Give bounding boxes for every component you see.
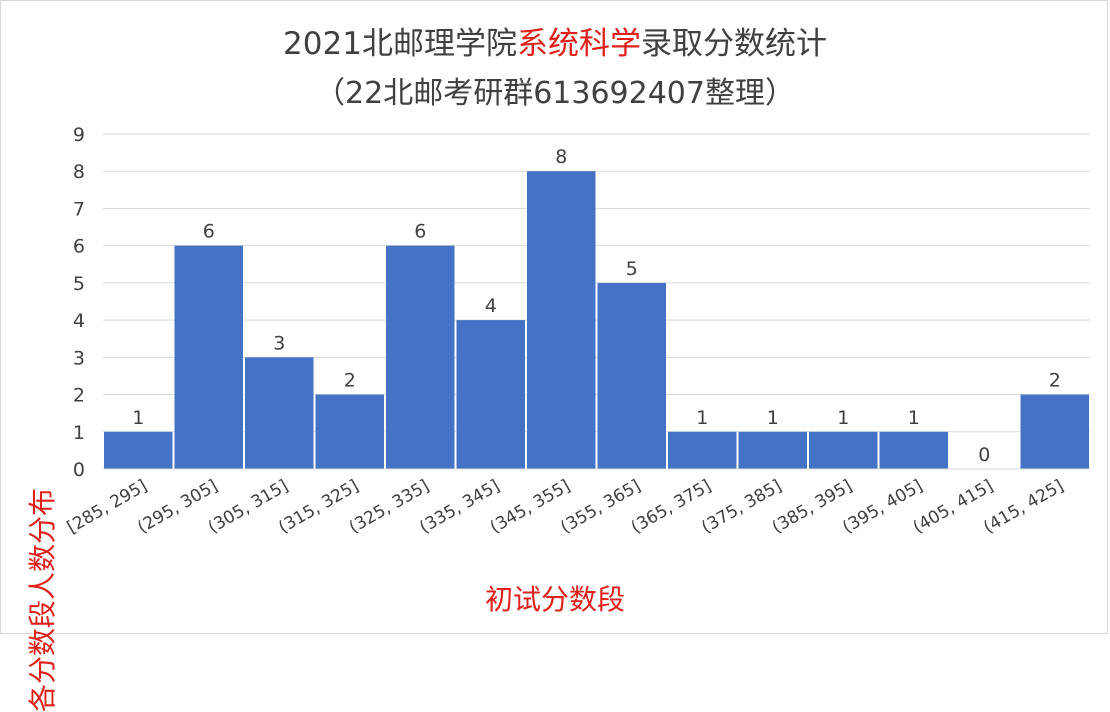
bar-chart: 0 1 2 3 4 5 6 7 8 9 1 [285, 295] 6 (295, 305] 3 (305, 3… [64, 124, 1090, 538]
category-label: (345, 355] [487, 476, 574, 538]
chart-subtitle: （22北邮考研群613692407整理） [315, 76, 795, 111]
y-tick-label: 8 [73, 161, 85, 183]
data-label: 1 [908, 407, 920, 429]
data-label: 0 [978, 444, 990, 466]
y-tick-label: 6 [73, 236, 85, 258]
data-label: 1 [132, 407, 144, 429]
category-label: [285, 295] [64, 476, 151, 538]
category-label: (355, 365] [557, 476, 644, 538]
bar [104, 431, 173, 469]
chart-title: 2021北邮理学院系统科学录取分数统计 [0, 18, 1110, 63]
data-label: 3 [273, 332, 285, 354]
data-label: 6 [414, 221, 426, 243]
title-part1: 2021北邮理学院 [283, 26, 517, 62]
data-label: 2 [1049, 370, 1061, 392]
y-tick-label: 4 [73, 310, 85, 332]
bar [809, 431, 878, 469]
category-label: (395, 405] [839, 476, 926, 538]
bar [386, 245, 455, 469]
data-label: 4 [485, 295, 497, 317]
category-label: (415, 425] [980, 476, 1067, 538]
bar [1020, 394, 1089, 469]
bar [456, 320, 525, 469]
bar [738, 431, 807, 469]
y-tick-label: 7 [73, 198, 85, 220]
data-label: 5 [626, 258, 638, 280]
data-label: 2 [344, 370, 356, 392]
y-tick-label: 0 [73, 459, 85, 481]
title-part2: 录取分数统计 [640, 26, 827, 62]
y-tick-label: 5 [73, 273, 85, 295]
data-label: 8 [555, 146, 567, 168]
category-label: (405, 415] [910, 476, 997, 538]
category-label: (315, 325] [275, 476, 362, 538]
data-label: 1 [837, 407, 849, 429]
y-tick-label: 1 [73, 422, 85, 444]
x-axis-title: 初试分数段 [484, 583, 625, 616]
bar [597, 282, 666, 469]
category-label: (335, 345] [416, 476, 503, 538]
y-tick-label: 9 [73, 124, 85, 146]
bar [527, 171, 596, 469]
bar [174, 245, 243, 469]
data-label: 1 [767, 407, 779, 429]
y-tick-label: 3 [73, 347, 85, 369]
category-label: (365, 375] [628, 476, 715, 538]
bar [879, 431, 948, 469]
bar [315, 394, 384, 469]
chart-frame [0, 0, 1108, 634]
category-label: (385, 395] [769, 476, 856, 538]
y-tick-label: 2 [73, 385, 85, 407]
category-label: (375, 385] [698, 476, 785, 538]
category-label: (305, 315] [205, 476, 292, 538]
category-label: (295, 305] [134, 476, 221, 538]
bar [668, 431, 737, 469]
title-highlight: 系统科学 [516, 26, 641, 62]
bar [245, 357, 314, 469]
category-label: (325, 335] [346, 476, 433, 538]
data-label: 6 [203, 221, 215, 243]
data-label: 1 [696, 407, 708, 429]
